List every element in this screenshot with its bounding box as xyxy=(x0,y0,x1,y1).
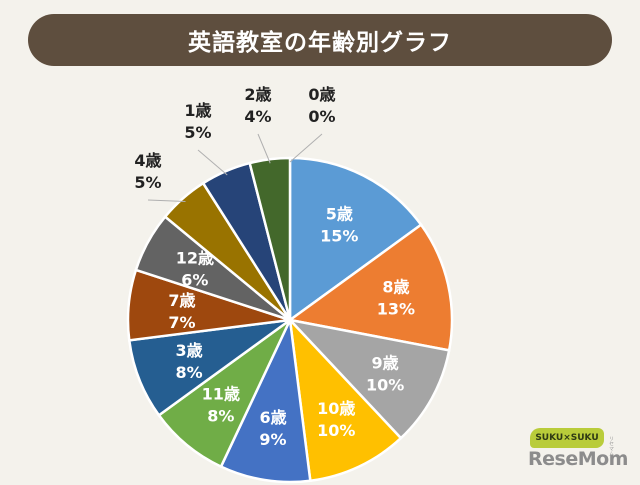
leader-line xyxy=(147,199,186,202)
slice-percent: 10% xyxy=(366,375,404,394)
pie-slice xyxy=(288,156,423,323)
leader-line xyxy=(197,149,228,176)
pie-slice xyxy=(286,223,454,352)
chart-title: 英語教室の年齢別グラフ xyxy=(188,30,452,56)
slice-label: 5歳 xyxy=(326,204,353,223)
logo-bottom-text: ReseMom xyxy=(528,448,628,470)
leader-line xyxy=(257,133,271,164)
slice-percent: 8% xyxy=(175,363,202,382)
slice-percent: 9% xyxy=(259,430,286,449)
logo-top-text: SUKU×SUKU xyxy=(530,428,604,448)
slice-label: 1歳 xyxy=(184,101,211,120)
slice-label: 4歳 xyxy=(134,151,161,170)
slice-label: 0歳 xyxy=(308,85,335,104)
slice-label: 7歳 xyxy=(168,291,195,310)
slice-label: 2歳 xyxy=(244,85,271,104)
pie-slice xyxy=(288,316,403,483)
slice-percent: 5% xyxy=(184,123,211,142)
logo-small-text: リセマム xyxy=(608,436,614,456)
slice-label: 6歳 xyxy=(259,408,286,427)
resemom-logo: SUKU×SUKU ReseMom リセマム xyxy=(520,428,632,478)
slice-percent: 0% xyxy=(308,107,335,126)
slice-label: 10歳 xyxy=(317,399,355,418)
slice-label: 11歳 xyxy=(202,385,240,404)
pie-slice xyxy=(219,315,312,484)
slice-percent: 4% xyxy=(244,107,271,126)
pie-slice xyxy=(248,156,292,321)
slice-percent: 8% xyxy=(207,407,234,426)
slice-percent: 15% xyxy=(320,226,358,245)
slice-label: 12歳 xyxy=(176,249,214,268)
leader-line xyxy=(289,133,323,163)
slice-percent: 10% xyxy=(317,421,355,440)
pie-slice xyxy=(286,318,451,440)
slice-percent: 13% xyxy=(377,299,415,318)
slice-label: 8歳 xyxy=(382,277,409,296)
slice-percent: 7% xyxy=(168,313,195,332)
slice-percent: 5% xyxy=(134,173,161,192)
title-bar: 英語教室の年齢別グラフ xyxy=(28,14,612,66)
slice-percent: 6% xyxy=(181,271,208,290)
slice-label: 3歳 xyxy=(176,341,203,360)
slice-label: 9歳 xyxy=(372,353,399,372)
